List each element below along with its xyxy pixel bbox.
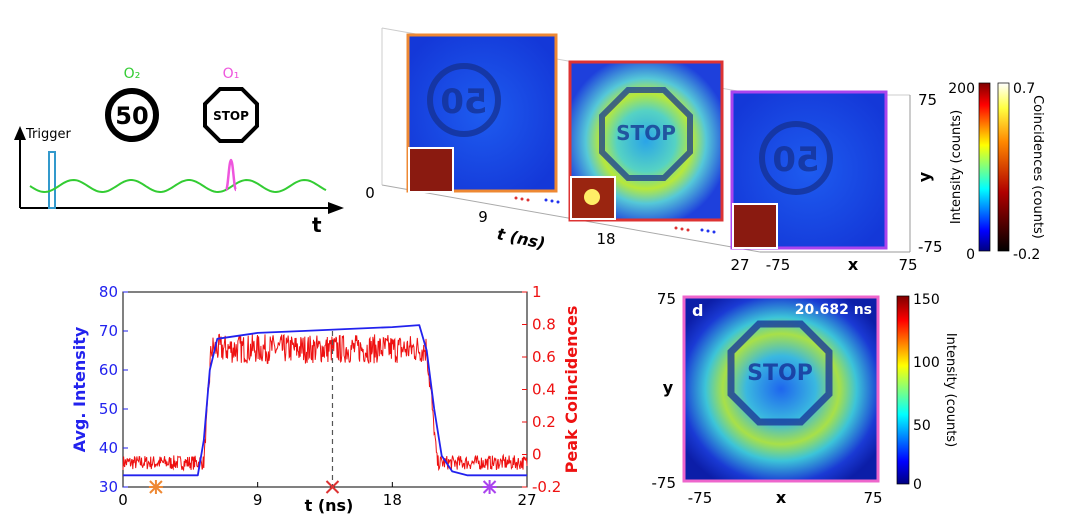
intensity-cbar-min: 0 — [966, 247, 975, 263]
frame-d-cbar-tick-150: 150 — [913, 292, 940, 308]
frame-d-y-tick-min: -75 — [652, 474, 677, 492]
series-avg-intensity — [123, 324, 527, 477]
y-left-tick-label: 80 — [99, 283, 118, 301]
frame-d-x-tick-max: 75 — [863, 489, 882, 507]
x-tick-label: 18 — [383, 491, 402, 509]
coinc-cbar-max: 0.7 — [1013, 81, 1035, 97]
frame-d-stop-icon — [727, 320, 833, 426]
volume-y-tick-max: 75 — [918, 91, 937, 109]
schematic-t-label: t — [312, 213, 322, 237]
volume-x-label: x — [848, 255, 859, 274]
o1-label: O₁ — [223, 66, 240, 82]
coinc-cbar-label: Coincidences (counts) — [1030, 95, 1045, 239]
speed-sign-text: 50 — [115, 102, 148, 130]
frame-d-x-tick-min: -75 — [688, 489, 713, 507]
speed-sign-icon — [105, 88, 159, 142]
y-right-tick-label: 0.8 — [532, 316, 556, 334]
stop-sign-icon — [203, 87, 259, 143]
frame-late-sign-icon — [759, 121, 833, 195]
frame-d-cbar-tick-0: 0 — [913, 477, 922, 493]
frame-d-cbar-tick-100: 100 — [913, 355, 940, 371]
intensity-cbar-label: Intensity (counts) — [949, 110, 964, 224]
x-tick-label: 9 — [253, 491, 263, 509]
volume-t-axis-label: t (ns) — [495, 224, 547, 253]
frame-d-image — [682, 295, 880, 483]
schematic-panel: t Trigger O₂ O₁ 50 STOP — [14, 66, 344, 237]
trigger-pulse — [48, 151, 56, 209]
volume-t-tick-18: 18 — [596, 230, 615, 248]
y-left-tick-label: 70 — [99, 322, 118, 340]
time-trace-chart: 0 9 18 27 30 40 50 60 70 80 -0.2 0 0.2 0.4 0.6 0.8 1 Avg… — [70, 283, 581, 515]
y-right-tick-label: 0.2 — [532, 413, 556, 431]
y-right-tick-label: 0 — [532, 446, 542, 464]
y-right-tick-label: 1 — [532, 283, 542, 301]
chart-xlabel: t (ns) — [305, 496, 354, 515]
stop-sign-text: STOP — [213, 109, 249, 123]
reference-wave — [29, 178, 327, 194]
frame-early-object: 50 — [440, 82, 487, 122]
time-marker — [325, 480, 340, 494]
x-tick-label: 27 — [517, 491, 536, 509]
return-pulse — [224, 158, 238, 192]
frame-late-inset — [732, 203, 778, 249]
frame-d-panel-label: d — [692, 301, 703, 320]
chart-series-layer — [122, 324, 528, 494]
coinc-cbar-min: -0.2 — [1013, 247, 1040, 263]
volume-x-tick-max: 75 — [898, 256, 917, 274]
time-marker — [148, 480, 163, 494]
frame-middle-stop-icon — [599, 87, 693, 181]
intensity-colorbar — [978, 82, 991, 252]
schematic-x-arrowhead — [328, 202, 344, 214]
y-left-tick-label: 40 — [99, 439, 118, 457]
y-left-tick-label: 30 — [99, 478, 118, 496]
y-right-tick-label: 0.4 — [532, 381, 556, 399]
frame-d-object: STOP — [747, 361, 813, 386]
time-marker — [482, 480, 497, 494]
chart-ticks: 0 9 18 27 30 40 50 60 70 80 -0.2 0 0.2 0.4 0.6 0.8 1 — [99, 283, 561, 509]
coincidence-colorbar — [997, 82, 1010, 252]
schematic-y-arrowhead — [14, 126, 26, 140]
volume-t-tick-0: 0 — [365, 184, 375, 202]
frame-d-y-label: y — [663, 378, 674, 397]
frame-d-time-label: 20.682 ns — [795, 302, 872, 318]
frame-middle-object: STOP — [616, 121, 676, 145]
frame-d-cbar-label: Intensity (counts) — [943, 333, 958, 447]
frame-late-object: 50 — [772, 140, 819, 180]
frame-d-colorbar — [896, 295, 910, 485]
frame-early-inset — [408, 147, 454, 193]
frame-d-x-label: x — [776, 488, 787, 507]
frame-d-panel: STOP d 20.682 ns 75 -75 y -75 75 x 150 1… — [652, 290, 959, 507]
volume-y-tick-min: -75 — [918, 238, 943, 256]
volume-x-tick-min: -75 — [766, 256, 791, 274]
chart-ylabel-right: Peak Coincidences — [562, 306, 581, 474]
frame-middle-inset-peak — [584, 189, 600, 205]
y-right-tick-label: -0.2 — [532, 478, 561, 496]
intensity-cbar-max: 200 — [948, 81, 975, 97]
frame-d-y-tick-max: 75 — [657, 290, 676, 308]
volume-t-tick-27: 27 — [730, 256, 749, 274]
trigger-label: Trigger — [25, 127, 71, 142]
x-tick-label: 0 — [118, 491, 128, 509]
series-peak-coincidences — [122, 333, 528, 472]
y-left-tick-label: 50 — [99, 400, 118, 418]
o2-label: O₂ — [124, 66, 141, 82]
frame-d-cbar-tick-50: 50 — [913, 418, 931, 434]
chart-ylabel-left: Avg. Intensity — [70, 326, 89, 452]
y-left-tick-label: 60 — [99, 361, 118, 379]
trajectory-dots — [514, 196, 716, 234]
volume-t-tick-9: 9 — [478, 208, 488, 226]
volume-panel: 50 STOP 50 0 9 18 27 t (ns) -75 75 x 75 … — [365, 27, 1045, 274]
volume-y-label: y — [915, 171, 934, 182]
y-right-tick-label: 0.6 — [532, 348, 556, 366]
frame-early-sign-icon — [427, 63, 501, 137]
